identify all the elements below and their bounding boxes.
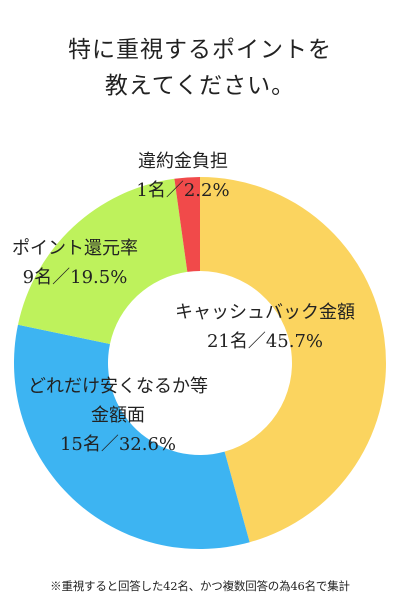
chart-title-line-2: 教えてください。 xyxy=(104,73,296,99)
slice-label-2: ポイント還元率 9名／19.5% xyxy=(12,238,138,288)
slice-label-3: 違約金負担 1名／2.2% xyxy=(136,151,229,201)
donut-slice-1 xyxy=(13,324,250,549)
slice-value-label: 15名／32.6% xyxy=(60,434,176,455)
slice-value-label: 21名／45.7% xyxy=(207,331,323,352)
chart-title-line-1: 特に重視するポイントを xyxy=(68,37,332,63)
donut-slice-2 xyxy=(17,178,188,345)
chart-title: 特に重視するポイントを 教えてください。 xyxy=(0,32,400,104)
slice-label-1: どれだけ安くなるか等金額面 15名／32.6% xyxy=(28,376,208,455)
slice-category-label: 金額面 xyxy=(91,405,145,426)
slice-category-label: 違約金負担 xyxy=(138,151,228,172)
slice-category-label: どれだけ安くなるか等 xyxy=(28,376,208,397)
chart-footnote: ※重視すると回答した42名、かつ複数回答の為46名で集計 xyxy=(50,579,350,593)
slice-label-0: キャッシュバック金額 21名／45.7% xyxy=(175,302,355,352)
donut-slice-3 xyxy=(174,177,200,272)
donut-slice-0 xyxy=(200,177,387,543)
slice-value-label: 1名／2.2% xyxy=(136,180,229,201)
slice-category-label: ポイント還元率 xyxy=(12,238,138,259)
slice-category-label: キャッシュバック金額 xyxy=(175,302,355,323)
slice-value-label: 9名／19.5% xyxy=(23,267,128,288)
